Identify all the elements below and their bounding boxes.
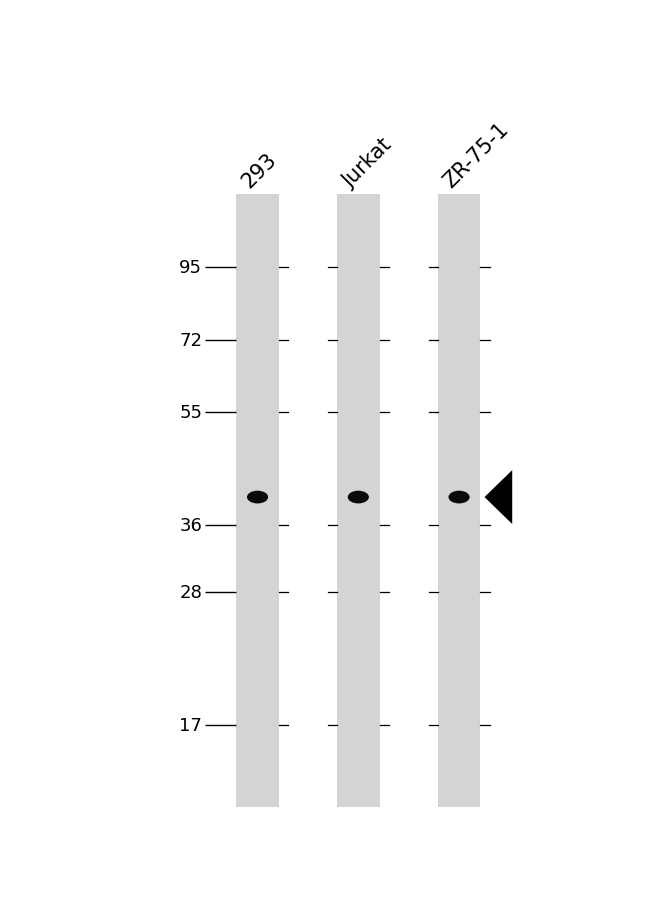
Bar (337, 195, 380, 807)
Text: 55: 55 (179, 403, 202, 422)
Text: ZR-75-1: ZR-75-1 (440, 119, 512, 192)
Text: Jurkat: Jurkat (339, 135, 396, 192)
Bar (236, 195, 279, 807)
Ellipse shape (448, 491, 470, 504)
Text: 72: 72 (179, 332, 202, 350)
Text: 28: 28 (179, 584, 202, 601)
Bar (437, 195, 480, 807)
Ellipse shape (247, 491, 268, 504)
Ellipse shape (348, 491, 369, 504)
Text: 95: 95 (179, 258, 202, 277)
Polygon shape (484, 471, 512, 525)
Text: 36: 36 (179, 516, 202, 535)
Text: 293: 293 (239, 150, 281, 192)
Text: 17: 17 (179, 716, 202, 734)
